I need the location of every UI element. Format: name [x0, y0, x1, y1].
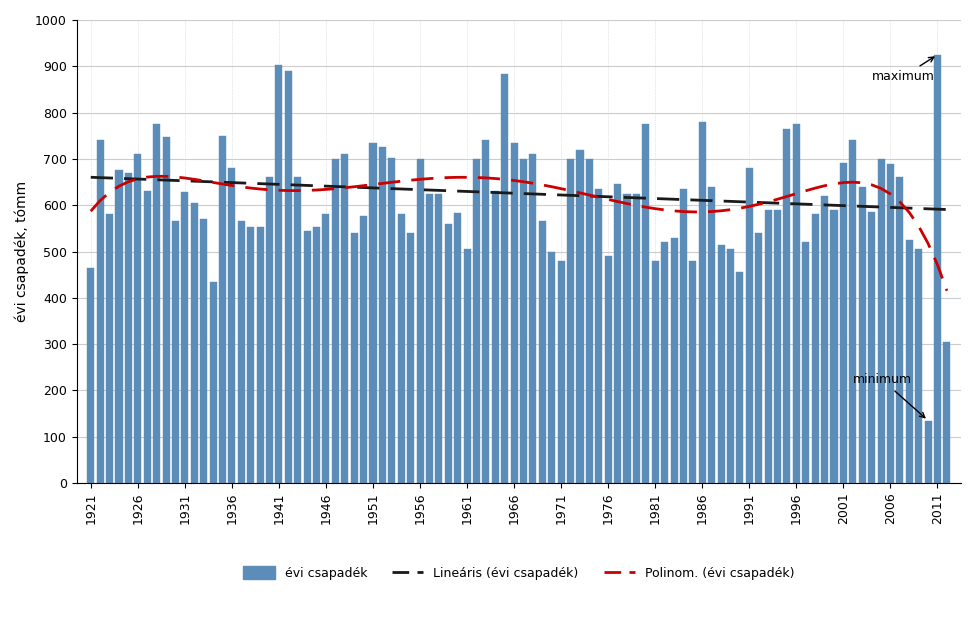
- Bar: [172, 221, 179, 483]
- Bar: [417, 159, 424, 483]
- Bar: [577, 150, 584, 483]
- Bar: [896, 177, 904, 483]
- Bar: [689, 261, 697, 483]
- Bar: [671, 237, 677, 483]
- Bar: [510, 143, 517, 483]
- Bar: [812, 214, 819, 483]
- Bar: [520, 159, 527, 483]
- Bar: [859, 187, 866, 483]
- Bar: [106, 214, 113, 483]
- Text: maximum: maximum: [872, 57, 934, 83]
- Bar: [549, 251, 555, 483]
- Bar: [614, 184, 621, 483]
- Bar: [275, 65, 282, 483]
- Bar: [407, 233, 414, 483]
- Bar: [736, 272, 744, 483]
- Bar: [454, 213, 462, 483]
- Bar: [350, 233, 358, 483]
- Bar: [632, 194, 640, 483]
- Bar: [774, 210, 781, 483]
- Bar: [557, 261, 565, 483]
- Bar: [294, 177, 302, 483]
- Bar: [247, 227, 254, 483]
- Bar: [426, 194, 433, 483]
- Y-axis label: évi csapadék, tómm: évi csapadék, tómm: [15, 181, 29, 322]
- Bar: [445, 224, 452, 483]
- Bar: [492, 191, 499, 483]
- Bar: [482, 140, 489, 483]
- Bar: [162, 137, 170, 483]
- Bar: [934, 55, 941, 483]
- Bar: [190, 203, 198, 483]
- Bar: [342, 154, 348, 483]
- Bar: [285, 71, 292, 483]
- Bar: [210, 281, 217, 483]
- Bar: [906, 240, 913, 483]
- Bar: [642, 124, 649, 483]
- Bar: [266, 177, 273, 483]
- Bar: [200, 219, 207, 483]
- Bar: [709, 187, 715, 483]
- Bar: [143, 191, 150, 483]
- Bar: [473, 159, 480, 483]
- Bar: [755, 233, 762, 483]
- Bar: [135, 154, 142, 483]
- Bar: [115, 170, 123, 483]
- Bar: [661, 242, 669, 483]
- Bar: [717, 244, 724, 483]
- Bar: [313, 227, 320, 483]
- Bar: [877, 159, 884, 483]
- Bar: [821, 196, 828, 483]
- Bar: [219, 136, 226, 483]
- Bar: [727, 249, 734, 483]
- Bar: [924, 420, 932, 483]
- Bar: [257, 227, 264, 483]
- Bar: [680, 189, 687, 483]
- Bar: [379, 147, 386, 483]
- Bar: [944, 342, 951, 483]
- Bar: [97, 140, 103, 483]
- Bar: [652, 261, 659, 483]
- Legend: évi csapadék, Lineáris (évi csapadék), Polinom. (évi csapadék): évi csapadék, Lineáris (évi csapadék), P…: [238, 561, 799, 585]
- Bar: [793, 124, 800, 483]
- Bar: [464, 249, 470, 483]
- Bar: [887, 163, 894, 483]
- Bar: [153, 124, 160, 483]
- Bar: [360, 216, 367, 483]
- Bar: [238, 221, 245, 483]
- Bar: [332, 159, 339, 483]
- Bar: [868, 212, 875, 483]
- Bar: [595, 189, 602, 483]
- Bar: [388, 158, 395, 483]
- Bar: [539, 221, 546, 483]
- Bar: [802, 242, 809, 483]
- Bar: [370, 143, 377, 483]
- Bar: [849, 140, 856, 483]
- Bar: [228, 168, 235, 483]
- Bar: [529, 154, 537, 483]
- Bar: [87, 268, 95, 483]
- Bar: [831, 210, 837, 483]
- Bar: [182, 192, 188, 483]
- Bar: [624, 194, 630, 483]
- Bar: [605, 256, 612, 483]
- Bar: [397, 214, 405, 483]
- Text: minimum: minimum: [853, 373, 925, 418]
- Bar: [746, 168, 752, 483]
- Bar: [764, 210, 772, 483]
- Bar: [502, 74, 508, 483]
- Bar: [322, 214, 330, 483]
- Bar: [435, 194, 442, 483]
- Bar: [699, 122, 706, 483]
- Bar: [125, 173, 132, 483]
- Bar: [915, 249, 922, 483]
- Bar: [784, 129, 791, 483]
- Bar: [840, 163, 847, 483]
- Bar: [567, 159, 574, 483]
- Bar: [586, 159, 592, 483]
- Bar: [304, 231, 310, 483]
